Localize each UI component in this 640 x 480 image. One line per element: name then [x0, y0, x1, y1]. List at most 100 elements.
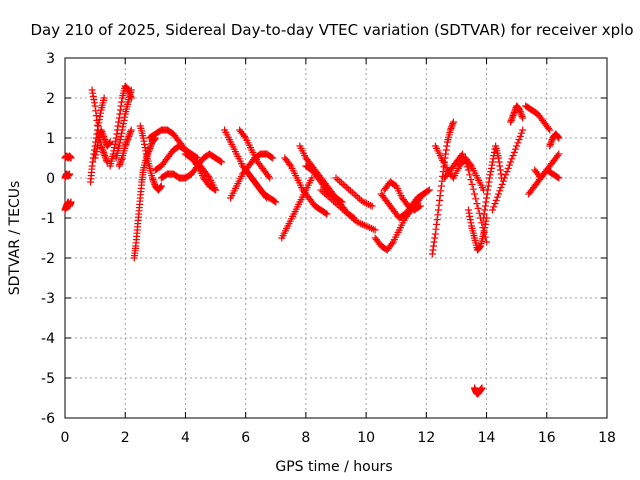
data-point [148, 174, 156, 182]
data-point-interp [466, 171, 474, 179]
data-point-interp [336, 177, 344, 185]
data-point-interp [93, 144, 101, 152]
data-point [121, 142, 129, 150]
y-tick-label: 3 [46, 51, 55, 67]
data-point-interp [216, 157, 224, 165]
y-tick-label: -6 [41, 411, 55, 427]
data-point-interp [346, 187, 354, 195]
data-point-interp [91, 99, 99, 107]
data-point-interp [468, 180, 476, 188]
data-point-interp [517, 109, 525, 117]
data-point-interp [436, 196, 444, 204]
data-point-interp [348, 188, 356, 196]
data-point [139, 134, 147, 142]
data-point-interp [487, 164, 495, 172]
data-point-interp [554, 133, 562, 141]
data-point-interp [240, 132, 248, 140]
data-point-interp [101, 137, 109, 145]
data-point-interp [508, 113, 516, 121]
x-tick-label: 12 [417, 430, 435, 446]
data-point [115, 114, 123, 122]
data-point-interp [119, 120, 127, 128]
y-tick-label: -5 [41, 371, 55, 387]
data-point-interp [430, 242, 438, 250]
data-point-interp [102, 155, 110, 163]
data-point-interp [490, 203, 498, 211]
data-point-interp [463, 163, 471, 171]
data-point-interp [121, 113, 129, 121]
data-point-interp [271, 197, 279, 205]
data-point [483, 194, 491, 202]
data-point-interp [118, 129, 126, 137]
data-point-interp [101, 136, 109, 144]
data-point [471, 190, 479, 198]
data-point-interp [496, 166, 504, 174]
data-point [323, 210, 331, 218]
data-point-interp [432, 225, 440, 233]
data-point-interp [548, 137, 556, 145]
data-point-interp [515, 136, 523, 144]
data-point-interp [430, 238, 438, 246]
y-axis-label: SDTVAR / TECUs [7, 181, 23, 296]
data-point-interp [449, 120, 457, 128]
data-point-interp [514, 139, 522, 147]
data-point [103, 158, 111, 166]
data-point-interp [469, 185, 477, 193]
data-point-interp [460, 153, 468, 161]
data-point-interp [97, 109, 105, 117]
data-point-interp [475, 244, 483, 252]
data-point-interp [437, 187, 445, 195]
data-point-interp [493, 193, 501, 201]
data-point [341, 182, 349, 190]
data-point-interp [286, 160, 294, 168]
data-point [513, 142, 521, 150]
data-point-interp [105, 140, 113, 148]
data-point-interp [322, 209, 330, 217]
x-tick-label: 8 [301, 430, 310, 446]
x-tick-label: 18 [598, 430, 616, 446]
data-point-interp [474, 204, 482, 212]
data-point [555, 174, 563, 182]
data-point-interp [433, 216, 441, 224]
data-point [519, 126, 527, 134]
data-point-interp [123, 137, 131, 145]
data-point [368, 202, 376, 210]
data-point-interp [118, 156, 126, 164]
data-point-interp [554, 173, 562, 181]
data-point-interp [204, 172, 212, 180]
x-tick-label: 4 [181, 430, 190, 446]
data-point [106, 138, 114, 146]
data-point-interp [89, 89, 97, 97]
data-point [546, 126, 554, 134]
data-point-interp [507, 116, 515, 124]
data-point [212, 186, 220, 194]
data-point [218, 158, 226, 166]
data-point [100, 94, 108, 102]
data-point-interp [116, 159, 124, 167]
data-point-interp [433, 220, 441, 228]
data-point-interp [90, 96, 98, 104]
data-point-interp [94, 121, 102, 129]
data-point-interp [117, 102, 125, 110]
data-point [483, 238, 491, 246]
x-tick-label: 16 [538, 430, 556, 446]
data-point-interp [89, 92, 97, 100]
data-point-interp [150, 177, 158, 185]
plot-frame [64, 57, 608, 419]
data-point-interp [483, 190, 491, 198]
data-point-interp [89, 158, 97, 166]
data-point-interp [461, 156, 469, 164]
data-point-interp [147, 143, 155, 151]
data-point-interp [496, 162, 504, 170]
data-point-interp [475, 209, 483, 217]
data-point-interp [517, 129, 525, 137]
data-point [495, 190, 503, 198]
x-axis-ticks: 0 2 4 6 8 10 12 14 16 18 [61, 58, 616, 446]
data-point-interp [119, 123, 127, 131]
data-point-interp [435, 201, 443, 209]
data-point [555, 150, 563, 158]
data-point-interp [436, 192, 444, 200]
data-point-interp [481, 206, 489, 214]
data-point-interp [484, 182, 492, 190]
data-point [478, 384, 486, 392]
